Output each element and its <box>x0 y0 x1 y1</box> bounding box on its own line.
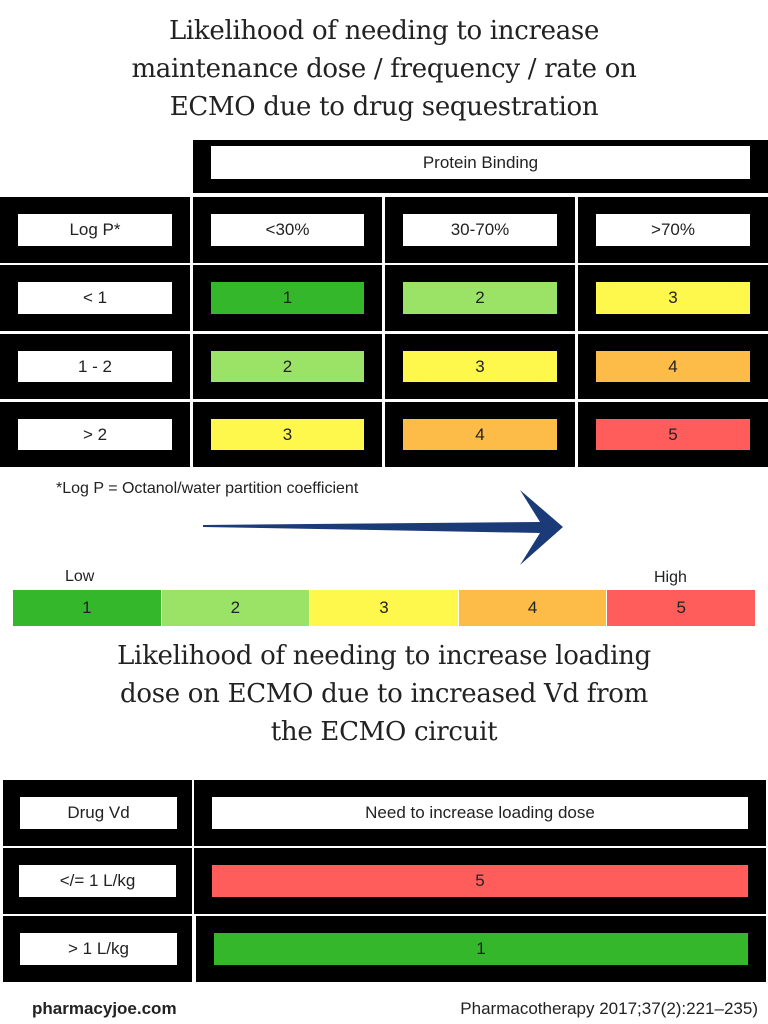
row-label-cell: </= 1 L/kg <box>3 848 192 914</box>
logp-header-cell: Log P* <box>0 197 190 263</box>
title-maintenance-dose: Likelihood of needing to increase mainte… <box>0 12 768 126</box>
score-cell: 1 <box>193 265 382 331</box>
column-header-30-70: 30-70% <box>403 214 557 246</box>
score-value: 2 <box>403 282 557 314</box>
score-cell: 2 <box>385 265 575 331</box>
score-value: 4 <box>403 419 557 450</box>
title-line: ECMO due to drug sequestration <box>169 92 599 122</box>
protein-binding-header-cell: Protein Binding <box>193 140 768 193</box>
loading-dose-header: Need to increase loading dose <box>212 797 748 829</box>
column-header-cell: <30% <box>193 197 382 263</box>
row-label-cell: 1 - 2 <box>0 334 190 399</box>
title-loading-dose: Likelihood of needing to increase loadin… <box>0 637 768 751</box>
score-value: 1 <box>211 282 364 314</box>
column-header-lt30: <30% <box>211 214 364 246</box>
scale-level-1: 1 <box>13 590 162 626</box>
score-cell: 5 <box>578 402 768 467</box>
logp-footnote: *Log P = Octanol/water partition coeffic… <box>56 480 359 497</box>
score-cell: 4 <box>385 402 575 467</box>
score-value: 3 <box>211 419 364 450</box>
citation: Pharmacotherapy 2017;37(2):221–235) <box>460 999 758 1018</box>
title-line: Likelihood of needing to increase loadin… <box>117 641 651 671</box>
score-value: 3 <box>596 282 750 314</box>
row-label-gt2: > 2 <box>18 419 172 450</box>
row-label-vd-le1: </= 1 L/kg <box>19 865 176 897</box>
title-line: dose on ECMO due to increased Vd from <box>120 679 648 709</box>
score-value: 4 <box>596 351 750 382</box>
row-label-1-2: 1 - 2 <box>18 351 172 382</box>
score-cell: 3 <box>578 265 768 331</box>
column-header-gt70: >70% <box>596 214 750 246</box>
score-value: 2 <box>211 351 364 382</box>
logp-header: Log P* <box>18 214 172 246</box>
score-value: 3 <box>403 351 557 382</box>
score-cell: 5 <box>194 848 766 914</box>
row-label-vd-gt1: > 1 L/kg <box>20 933 177 965</box>
scale-low-label: Low <box>65 568 95 585</box>
row-label-cell: > 2 <box>0 402 190 467</box>
row-label-cell: > 1 L/kg <box>3 916 192 982</box>
arrow-right-icon <box>203 490 563 565</box>
title-line: Likelihood of needing to increase <box>168 16 600 46</box>
title-line: the ECMO circuit <box>270 717 498 747</box>
score-cell: 3 <box>385 334 575 399</box>
protein-binding-header: Protein Binding <box>211 146 750 179</box>
score-cell: 3 <box>193 402 382 467</box>
title-line: maintenance dose / frequency / rate on <box>131 54 637 84</box>
loading-dose-header-cell: Need to increase loading dose <box>194 780 766 846</box>
scale-level-5: 5 <box>607 590 755 626</box>
score-value: 1 <box>214 933 748 965</box>
site-credit: pharmacyjoe.com <box>32 999 177 1018</box>
score-cell: 1 <box>196 916 766 982</box>
scale-level-4: 4 <box>458 590 608 626</box>
likelihood-scale: 1 2 3 4 5 <box>13 590 755 626</box>
row-label-lt1: < 1 <box>18 282 172 314</box>
score-cell: 2 <box>193 334 382 399</box>
column-header-cell: 30-70% <box>385 197 575 263</box>
row-label-cell: < 1 <box>0 265 190 331</box>
score-value: 5 <box>212 865 748 897</box>
score-value: 5 <box>596 419 750 450</box>
drug-vd-header: Drug Vd <box>20 797 177 829</box>
drug-vd-header-cell: Drug Vd <box>3 780 192 846</box>
scale-high-label: High <box>654 569 687 586</box>
scale-level-2: 2 <box>161 590 311 626</box>
score-cell: 4 <box>578 334 768 399</box>
column-header-cell: >70% <box>578 197 768 263</box>
scale-level-3: 3 <box>310 590 459 626</box>
